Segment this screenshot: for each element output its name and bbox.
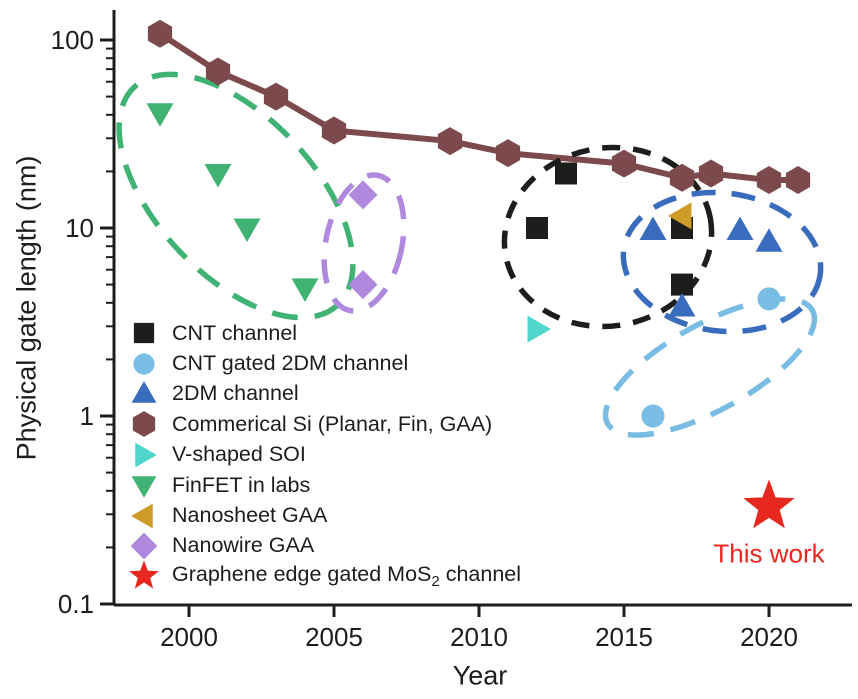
x-axis-label: Year [452,660,508,691]
cnt-legend-marker [133,323,155,344]
legend-item-v-shaped-soi: V-shaped SOI [128,440,521,470]
si-marker [669,163,695,192]
legend-label-post: channel [439,562,522,587]
nanowire-marker [348,270,378,300]
y-tick-label: 1 [80,401,94,431]
two_dm-marker [639,216,667,240]
two_dm-marker [726,216,754,240]
nanosheet-gaa-marker-icon [131,503,153,528]
legend-label-pre: Graphene edge gated MoS [172,562,432,587]
vsoi-legend-marker [135,442,157,468]
legend: CNT channel CNT gated 2DM channel 2DM ch… [128,318,521,592]
legend-item-commercial-si: Commerical Si (Planar, Fin, GAA) [128,409,521,439]
graphene-marker [743,479,795,529]
series-graphene [743,479,795,529]
group-ellipse-cnt [501,144,715,330]
legend-label: Commerical Si (Planar, Fin, GAA) [172,411,493,436]
cnt-marker [555,162,577,185]
legend-label: Graphene edge gated MoS2 channel [172,562,521,590]
graphene-star-marker-icon [129,561,159,589]
series-nanosheet [668,202,692,230]
nanowire-legend-marker [130,532,158,560]
si-legend-marker [132,411,156,438]
axes: 2000 2005 2010 2015 2020 100 10 1 0.1 [51,10,852,652]
y-tick-label: 10 [65,213,94,243]
series-two_dm [639,216,783,317]
finfet-legend-marker [131,476,157,499]
finfet-marker-icon [131,476,157,499]
legend-item-nanowire-gaa: Nanowire GAA [128,531,521,561]
legend-label: Nanosheet GAA [172,503,328,528]
si-marker [611,149,637,178]
group-ellipse-two_dm [620,189,824,335]
legend-label: FinFET in labs [172,472,311,497]
legend-item-finfet-in-labs: FinFET in labs [128,470,521,500]
2dm-channel-marker-icon [131,381,157,403]
legend-label: V-shaped SOI [172,442,306,467]
finfet-marker [291,278,319,302]
legend-label: Nanowire GAA [172,533,315,558]
legend-item-nanosheet-gaa: Nanosheet GAA [128,500,521,530]
si-marker [437,127,463,156]
finfet-marker [233,218,261,242]
si-marker [263,82,289,111]
vsoi-marker [527,315,551,343]
si-marker [756,166,782,195]
si-marker [205,57,231,86]
graphene-legend-marker [129,561,159,589]
cnt-marker [671,273,693,296]
series-vsoi [527,315,551,343]
series-cnt_gated_2dm [641,287,781,428]
group-ellipse-nanowire [321,172,407,314]
x-tick-label: 2020 [740,622,798,652]
nanosheet-legend-marker [131,503,153,528]
two_dm-marker [668,293,696,317]
si-marker [147,19,173,48]
legend-label: 2DM channel [172,381,299,406]
series-si [147,19,811,195]
x-tick-label: 2015 [595,622,653,652]
y-axis-label: Physical gate length (nm) [11,155,42,461]
x-tick-label: 2000 [160,622,218,652]
y-tick-label: 100 [51,25,94,55]
si-marker [785,166,811,195]
cnt-gated-2dm-marker-icon [133,352,155,375]
cnt_gated_2dm-legend-marker [133,352,155,375]
cnt-channel-marker-icon [133,323,155,344]
group-ellipse-cnt_gated_2dm [602,296,818,438]
legend-label: CNT channel [172,320,298,345]
cnt_gated_2dm-marker [757,287,781,311]
v-shaped-soi-marker-icon [135,442,157,468]
si-marker [698,159,724,188]
cnt_gated_2dm-marker [641,404,665,428]
this-work-annotation: This work [713,538,825,569]
legend-item-cnt-gated-2dm-channel: CNT gated 2DM channel [128,348,521,378]
finfet-marker [204,163,232,188]
two_dm-marker [755,228,783,252]
y-tick-label: 0.1 [58,589,94,619]
legend-label-sub: 2 [431,573,440,591]
commercial-si-marker-icon [132,411,156,438]
x-tick-label: 2010 [450,622,508,652]
series-nanowire [348,180,378,300]
legend-item-cnt-channel: CNT channel [128,318,521,348]
series-cnt [526,162,693,296]
x-tick-label: 2005 [305,622,363,652]
si-marker [321,116,347,145]
legend-item-2dm-channel: 2DM channel [128,379,521,409]
legend-item-graphene-edge-gated: Graphene edge gated MoS2 channel [128,561,521,591]
nanosheet-marker [668,202,692,230]
si-marker [495,139,521,168]
nanowire-marker [348,180,378,210]
cnt-marker [526,217,548,239]
finfet-marker [146,103,174,127]
legend-label: CNT gated 2DM channel [172,351,409,376]
two_dm-legend-marker [131,381,157,403]
nanowire-gaa-marker-icon [130,532,158,560]
series-finfet [146,103,319,302]
